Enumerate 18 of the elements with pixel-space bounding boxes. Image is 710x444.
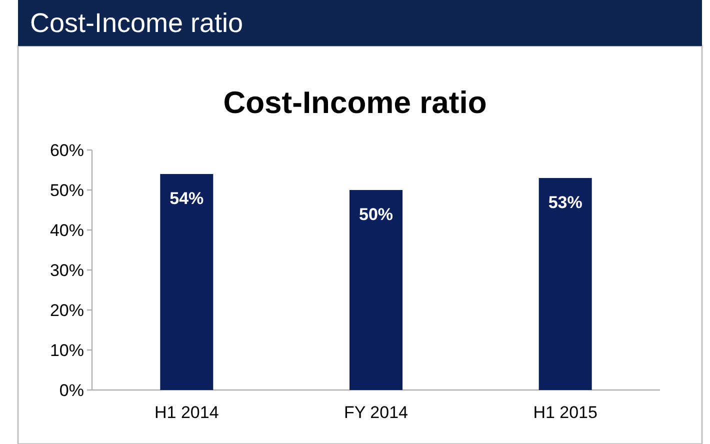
x-tick-label: H1 2014	[154, 403, 219, 422]
bar	[538, 178, 592, 390]
x-tick-label: FY 2014	[344, 403, 408, 422]
x-tick-label: H1 2015	[533, 403, 598, 422]
chart-subtitle: Cost-Income ratio	[223, 85, 487, 120]
chart-title: Cost-Income ratio	[30, 8, 244, 38]
data-label: 50%	[358, 205, 394, 224]
y-tick-label: 60%	[50, 140, 84, 160]
y-tick-label: 50%	[50, 180, 84, 200]
y-tick-label: 20%	[50, 300, 84, 320]
y-tick-label: 30%	[50, 260, 84, 280]
y-tick-label: 0%	[59, 380, 84, 400]
bar	[160, 174, 214, 390]
data-label: 54%	[170, 189, 204, 208]
data-label: 53%	[548, 193, 582, 212]
bar	[349, 190, 403, 390]
y-tick-label: 40%	[50, 220, 84, 240]
y-tick-label: 10%	[50, 340, 84, 360]
